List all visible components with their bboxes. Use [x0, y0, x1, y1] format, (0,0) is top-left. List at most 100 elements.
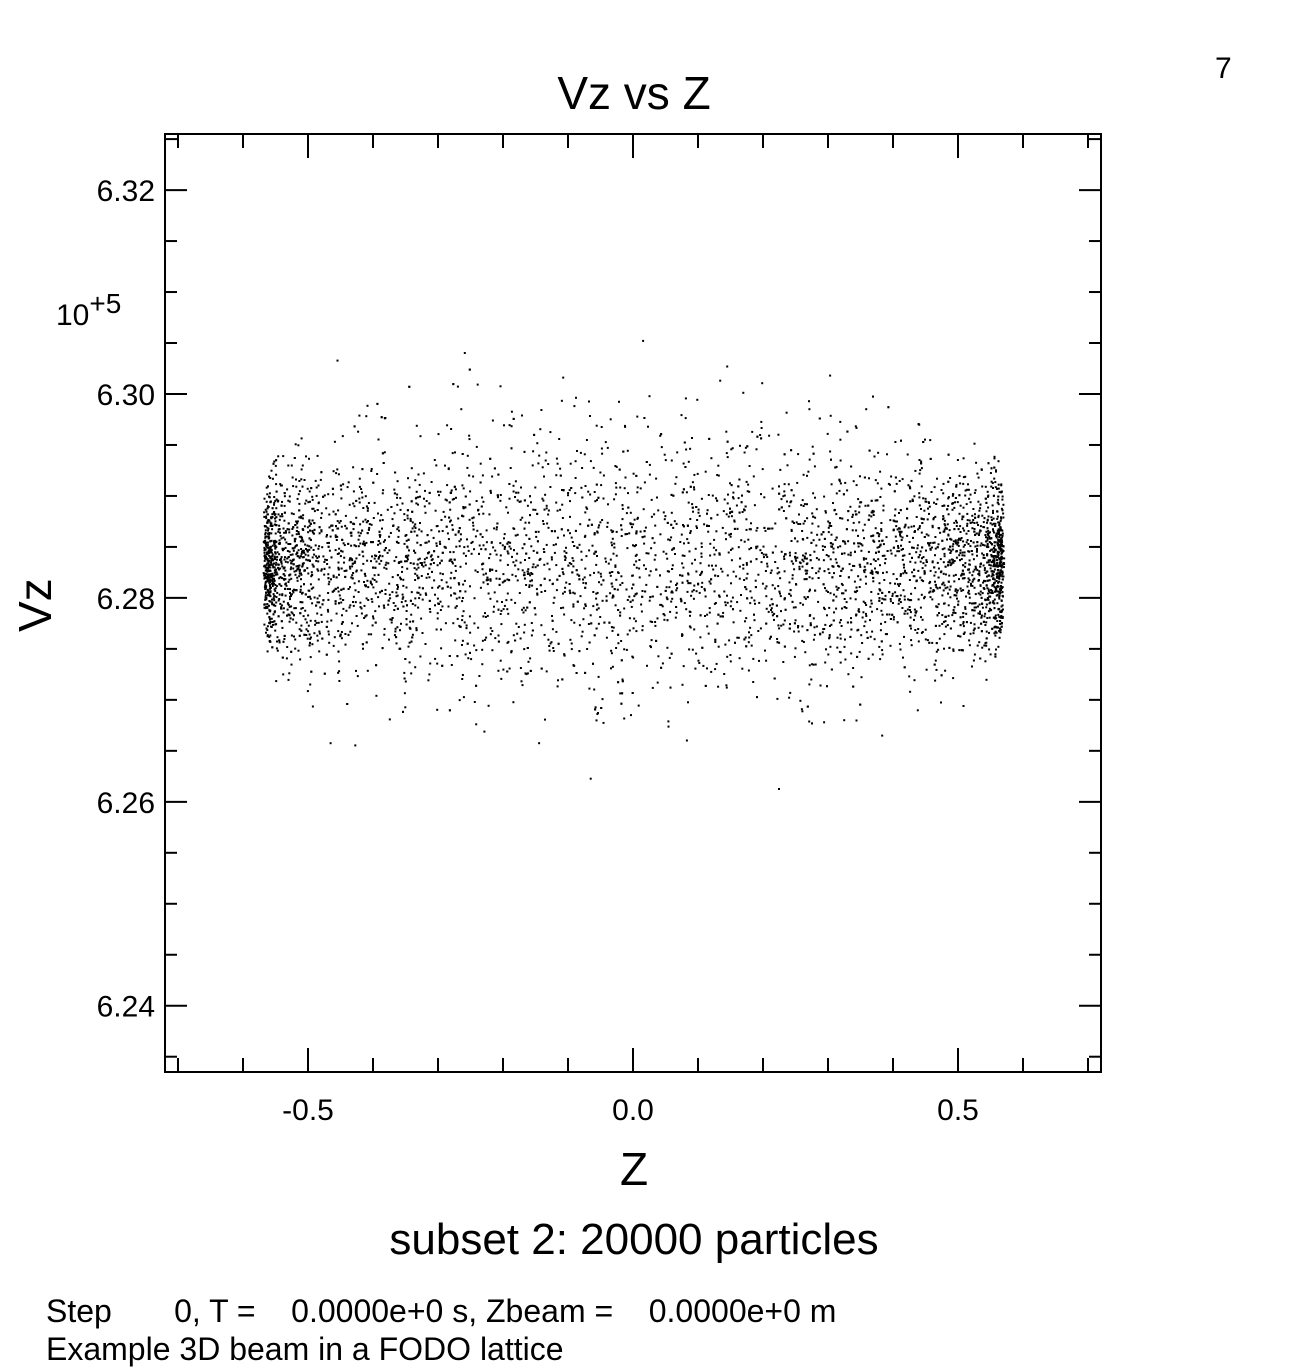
particle-point [863, 565, 866, 568]
particle-point [804, 651, 807, 654]
particle-point [892, 618, 895, 621]
particle-point [925, 668, 928, 671]
particle-point [503, 548, 506, 550]
particle-point [563, 653, 566, 656]
particle-point [626, 633, 629, 636]
particle-point [977, 524, 979, 526]
particle-point [502, 573, 505, 576]
particle-point [366, 404, 369, 407]
particle-point [694, 667, 697, 670]
particle-point [336, 535, 339, 538]
particle-point [858, 586, 861, 588]
particle-point [942, 517, 945, 520]
particle-point [990, 570, 993, 573]
particle-point [943, 519, 946, 522]
particle-point [268, 564, 271, 566]
particle-point [423, 505, 426, 508]
particle-point [304, 502, 307, 505]
particle-point [488, 513, 491, 516]
particle-point [414, 597, 417, 600]
particle-point [646, 664, 648, 667]
particle-point [993, 578, 996, 581]
particle-point [527, 660, 530, 663]
particle-point [423, 497, 425, 500]
particle-point [333, 589, 336, 592]
particle-point [963, 631, 966, 634]
particle-point [700, 586, 703, 588]
particle-point [928, 591, 931, 594]
particle-point [776, 638, 779, 640]
particle-point [956, 543, 959, 546]
particle-point [380, 514, 383, 517]
particle-point [265, 563, 268, 566]
particle-point [833, 611, 835, 614]
particle-point [361, 529, 364, 532]
particle-point [1000, 585, 1003, 588]
particle-point [732, 621, 735, 624]
particle-point [358, 553, 361, 556]
particle-point [783, 619, 786, 622]
particle-point [998, 594, 1001, 597]
particle-point [739, 444, 741, 447]
particle-point [409, 519, 412, 522]
particle-point [968, 639, 971, 642]
particle-point [416, 534, 419, 537]
particle-point [273, 523, 276, 526]
particle-point [320, 516, 323, 519]
particle-point [921, 567, 924, 570]
particle-point [268, 536, 271, 539]
particle-point [947, 614, 950, 617]
particle-point [783, 558, 786, 560]
particle-point [489, 553, 492, 556]
particle-point [696, 472, 699, 475]
particle-point [298, 490, 301, 493]
particle-point [414, 479, 417, 482]
particle-point [310, 546, 313, 549]
particle-point [606, 521, 609, 524]
particle-point [465, 554, 467, 557]
particle-point [615, 554, 618, 557]
particle-point [617, 609, 620, 611]
particle-point [682, 525, 685, 528]
particle-point [990, 516, 993, 519]
particle-point [282, 600, 285, 603]
particle-point [754, 602, 756, 605]
particle-point [697, 511, 700, 514]
particle-point [525, 584, 528, 586]
particle-point [756, 545, 759, 548]
particle-point [610, 582, 613, 585]
particle-point [654, 621, 657, 623]
particle-point [961, 649, 964, 652]
particle-point [986, 490, 989, 493]
particle-point [264, 535, 267, 538]
particle-point [865, 631, 868, 634]
particle-point [285, 584, 288, 587]
particle-point [264, 596, 267, 599]
particle-point [343, 556, 346, 559]
particle-point [982, 554, 985, 556]
particle-point [481, 536, 484, 538]
particle-point [326, 608, 329, 611]
particle-point [402, 596, 405, 599]
particle-point [738, 577, 741, 580]
particle-point [941, 548, 944, 551]
particle-point [689, 611, 692, 613]
particle-point [871, 511, 874, 514]
particle-point [931, 546, 933, 549]
particle-point [352, 502, 355, 505]
particle-point [669, 610, 672, 613]
particle-point [688, 648, 691, 651]
particle-point [980, 614, 983, 617]
particle-point [813, 633, 816, 636]
particle-point [265, 500, 268, 503]
particle-point [612, 626, 615, 629]
particle-point [570, 563, 573, 566]
particle-point [832, 502, 834, 504]
particle-point [294, 537, 297, 540]
particle-point [436, 525, 439, 527]
particle-point [455, 496, 457, 499]
particle-point [912, 575, 915, 578]
particle-point [339, 520, 342, 522]
particle-point [936, 606, 939, 609]
particle-point [283, 504, 286, 507]
